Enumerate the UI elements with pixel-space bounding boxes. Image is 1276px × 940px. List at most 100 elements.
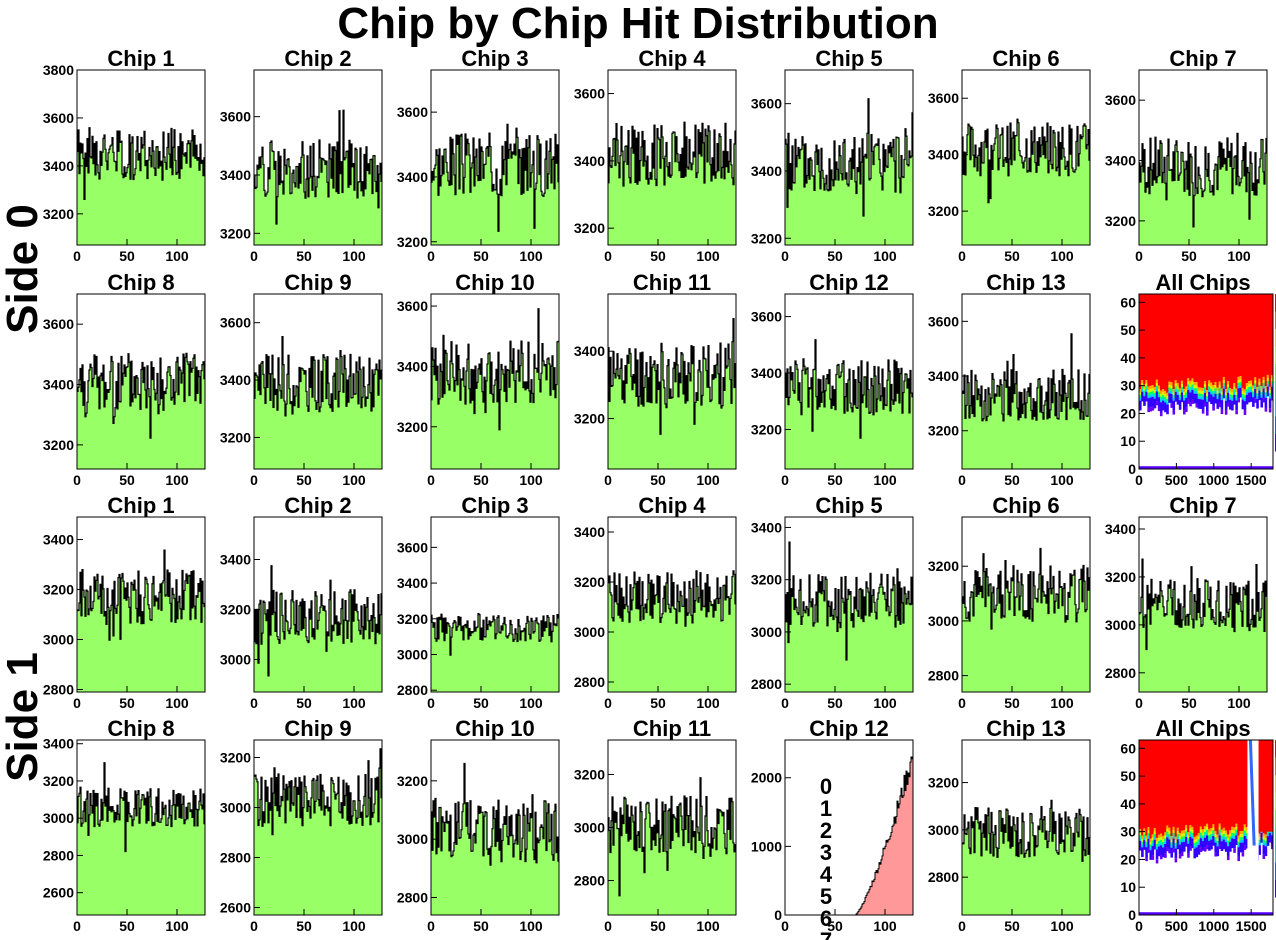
- y-tick-label: 3600: [397, 539, 428, 555]
- heatmap-cell: [1264, 394, 1268, 398]
- x-tick-label: 0: [427, 918, 435, 934]
- x-tick-label: 50: [473, 472, 489, 488]
- heatmap-cell: [1159, 833, 1163, 838]
- heatmap-cell: [1270, 832, 1274, 836]
- y-tick-label: 3200: [928, 775, 959, 791]
- heatmap-cell: [1216, 396, 1220, 400]
- heatmap-cell: [1231, 832, 1234, 836]
- heatmap-cell: [1241, 399, 1245, 410]
- heatmap-cell: [1222, 383, 1226, 386]
- heatmap-cell: [1266, 378, 1270, 382]
- heatmap-cell: [1197, 833, 1201, 837]
- panel-s1c6: Chip 6 2800 3000 3200 0 50 100: [928, 493, 1091, 711]
- heatmap-cell: [1247, 389, 1251, 393]
- heatmap-cell: [1164, 841, 1167, 845]
- x-tick-label: 50: [296, 918, 312, 934]
- heatmap-cell: [1247, 392, 1251, 403]
- heatmap-cell: [1226, 402, 1230, 407]
- panel-s0c10: Chip 10 3200 3400 3600 0 50 100: [397, 270, 560, 488]
- heatmap-cell: [1164, 832, 1167, 836]
- heatmap-cell: [1222, 839, 1226, 850]
- heatmap-cell: [1187, 294, 1190, 379]
- heatmap-cell: [1229, 740, 1232, 831]
- x-tick-label: 50: [1004, 918, 1020, 934]
- heatmap-cell: [1243, 845, 1247, 850]
- heatmap-cell: [1149, 294, 1153, 386]
- heatmap-cell: [1241, 393, 1245, 397]
- plot-frame: [253, 739, 383, 916]
- heatmap-cell: [1151, 834, 1155, 838]
- heatmap-cell: [1214, 388, 1217, 391]
- heatmap-cell: [1231, 397, 1234, 401]
- y-tick-label: 3400: [220, 167, 251, 183]
- heatmap-cell: [1212, 833, 1215, 836]
- histogram-line: [608, 121, 736, 187]
- y-tick-label: 3600: [220, 109, 251, 125]
- heatmap-cell: [1185, 398, 1188, 408]
- panel-title: Chip 8: [107, 716, 174, 741]
- heatmap-cell: [1176, 394, 1180, 405]
- heatmap-cell: [1254, 398, 1257, 403]
- heatmap-cell: [1157, 385, 1161, 389]
- heatmap-cell: [1258, 387, 1261, 391]
- heatmap-cell: [1210, 388, 1213, 392]
- heatmap-cell: [1155, 294, 1159, 380]
- panel-title: Chip 1: [107, 46, 174, 71]
- heatmap-cell: [1239, 387, 1243, 398]
- heatmap-cell: [1245, 740, 1249, 828]
- x-tick-label: 50: [296, 695, 312, 711]
- heatmap-cell: [1208, 392, 1211, 402]
- heatmap-cell: [1243, 833, 1247, 837]
- heatmap-cell: [1149, 841, 1153, 845]
- heatmap-cell: [1185, 836, 1188, 847]
- heatmap-cell: [1231, 826, 1234, 831]
- y-tick-label: 0: [1128, 907, 1136, 923]
- heatmap-cell: [1229, 833, 1232, 837]
- heatmap-cell: [1208, 380, 1211, 384]
- heatmap-cell: [1149, 850, 1153, 860]
- heatmap-cell: [1191, 389, 1194, 400]
- heatmap-cell: [1229, 391, 1232, 395]
- heatmap-cell: [1197, 396, 1201, 400]
- histogram-line: [431, 308, 559, 431]
- heatmap-cell: [1226, 387, 1230, 391]
- heatmap-cell: [1256, 294, 1259, 388]
- heatmap-cell: [1220, 400, 1224, 410]
- heatmap-cell: [1208, 840, 1211, 851]
- heatmap-cell: [1151, 843, 1155, 847]
- heatmap-cell: [1172, 389, 1176, 393]
- heatmap-cell: [1164, 838, 1167, 842]
- heatmap-cell: [1239, 379, 1243, 383]
- heatmap-cell: [1258, 384, 1261, 388]
- x-tick-label: 500: [1165, 918, 1189, 934]
- y-tick-label: 20: [1120, 405, 1136, 421]
- heatmap-cell: [1214, 834, 1217, 838]
- y-tick-label: 3000: [574, 624, 605, 640]
- heatmap-cell: [1157, 391, 1161, 395]
- heatmap-cell: [1170, 388, 1173, 392]
- heatmap-cell: [1162, 400, 1165, 411]
- y-tick-label: 0: [774, 907, 782, 923]
- heatmap-cell: [1220, 841, 1224, 851]
- heatmap-cell: [1260, 397, 1264, 408]
- heatmap-cell: [1182, 400, 1186, 411]
- heatmap-cell: [1147, 398, 1150, 408]
- x-tick-label: 0: [250, 695, 258, 711]
- heatmap-cell: [1254, 377, 1257, 381]
- heatmap-cell: [1262, 845, 1266, 855]
- y-tick-label: 1000: [751, 838, 782, 854]
- heatmap-cell: [1168, 833, 1171, 837]
- heatmap-cell: [1237, 740, 1240, 836]
- heatmap-cell: [1258, 839, 1261, 843]
- y-tick-label: 3200: [220, 602, 251, 618]
- heatmap-cell: [1195, 294, 1199, 383]
- panel-title: Chip 7: [1169, 493, 1236, 518]
- panel-title: Chip 1: [107, 493, 174, 518]
- panel-s1c2: Chip 2 3000 3200 3400 0 50 100: [220, 493, 383, 711]
- area-fill: [785, 757, 913, 915]
- heatmap-cell: [1174, 380, 1178, 384]
- heatmap-cell: [1231, 400, 1234, 411]
- heatmap-cell: [1174, 842, 1178, 846]
- y-tick-label: 3200: [1105, 569, 1136, 585]
- heatmap-cell: [1222, 388, 1226, 399]
